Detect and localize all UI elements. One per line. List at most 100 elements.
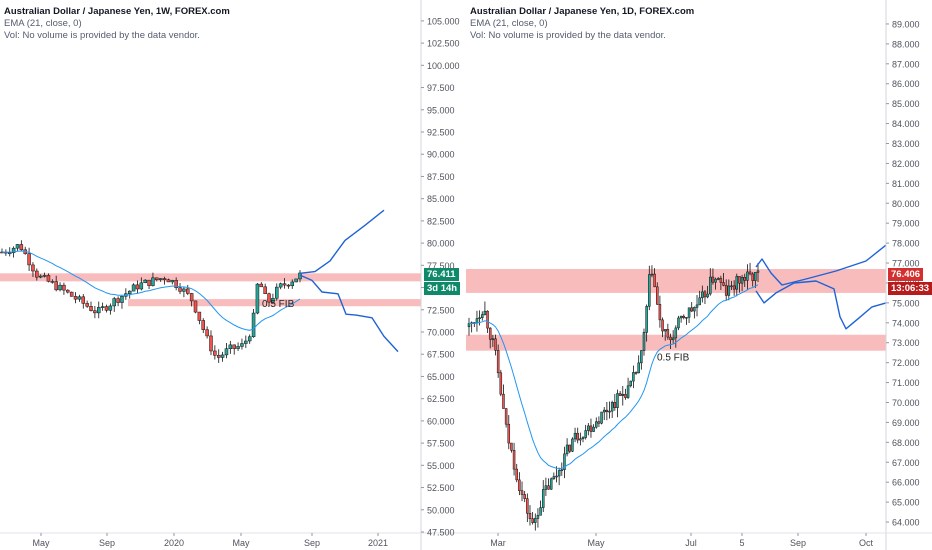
- candle-body: [748, 271, 752, 275]
- candle: [139, 277, 144, 291]
- daily-chart-panel[interactable]: 0.5 FIB 89.000 88.000 87.000 86.000 85.000 84.…: [466, 0, 932, 550]
- candle: [581, 436, 585, 443]
- candle-body: [62, 284, 66, 291]
- candle-body: [563, 453, 566, 470]
- candle-body: [589, 425, 593, 432]
- candle-body: [534, 518, 537, 523]
- candle: [120, 295, 124, 309]
- candle: [716, 277, 720, 281]
- candle: [653, 268, 656, 288]
- candle-body: [727, 285, 731, 296]
- candle-body: [11, 247, 16, 253]
- candle: [671, 330, 675, 344]
- candle: [719, 275, 723, 290]
- candle-body: [732, 285, 736, 290]
- candle: [682, 314, 686, 320]
- weekly-chart-panel[interactable]: 0.5 FIB 105.000 102.500 100.000 97.500 95.000…: [0, 0, 466, 550]
- candle: [182, 286, 186, 298]
- candle-body: [642, 332, 646, 351]
- y-tick-label: 102.500: [427, 39, 460, 49]
- candle: [571, 437, 574, 452]
- candle: [116, 296, 120, 307]
- candle: [50, 279, 55, 284]
- candle-body: [740, 277, 744, 284]
- candle: [178, 283, 182, 295]
- candle-body: [730, 285, 733, 288]
- y-tick-label: 87.000: [892, 59, 920, 69]
- y-tick-label: 80.000: [892, 199, 920, 209]
- candle: [703, 289, 707, 304]
- candle-body: [613, 402, 617, 408]
- candle-body: [706, 293, 709, 298]
- candle-body: [716, 278, 720, 280]
- candle: [661, 317, 664, 338]
- y-tick-label: 52.500: [427, 483, 455, 493]
- candle-body: [275, 286, 279, 299]
- y-tick-label: 68.000: [892, 438, 920, 448]
- candle-body: [499, 372, 503, 395]
- candle-body: [722, 282, 725, 286]
- weekly-chart-canvas[interactable]: 0.5 FIB 105.000 102.500 100.000 97.500 95.000…: [0, 0, 466, 550]
- candle: [151, 272, 155, 287]
- candle-body: [669, 336, 672, 341]
- y-tick-label: 87.500: [427, 172, 455, 182]
- candle: [587, 423, 590, 436]
- candle-body: [483, 310, 487, 315]
- volume-legend: Vol: No volume is provided by the data v…: [470, 30, 666, 41]
- candle: [499, 369, 503, 397]
- candle-body: [698, 297, 701, 306]
- candle: [267, 292, 271, 307]
- candle-body: [31, 264, 35, 272]
- y-tick-label: 81.000: [892, 179, 920, 189]
- candle-body: [555, 475, 558, 478]
- candle: [27, 247, 31, 271]
- candle-body: [143, 279, 147, 284]
- candle-body: [573, 432, 577, 440]
- candle: [147, 279, 151, 289]
- candle: [510, 442, 513, 453]
- countdown-badge: 13:06:33: [888, 281, 932, 295]
- candle-body: [494, 338, 497, 351]
- candle: [743, 273, 746, 287]
- candle-body: [709, 276, 712, 295]
- candle-body: [584, 430, 587, 438]
- candle: [658, 295, 662, 328]
- ema-line: [2, 250, 301, 331]
- candle-body: [581, 437, 585, 440]
- y-tick-label: 85.000: [427, 194, 455, 204]
- candle-body: [244, 340, 248, 344]
- candle-body: [174, 280, 178, 288]
- candle-body: [653, 273, 656, 288]
- candle: [220, 351, 225, 362]
- candle: [255, 283, 260, 315]
- y-tick-label: 97.500: [427, 83, 455, 93]
- candle: [224, 343, 229, 359]
- candle-body: [81, 296, 86, 304]
- candle-body: [116, 298, 120, 303]
- candle: [679, 315, 683, 323]
- candle-body: [579, 438, 582, 441]
- y-tick-label: 88.000: [892, 39, 920, 49]
- candle: [626, 377, 630, 399]
- candle: [602, 407, 606, 421]
- candle: [170, 279, 175, 285]
- candle: [93, 305, 97, 319]
- daily-chart-canvas[interactable]: 0.5 FIB 89.000 88.000 87.000 86.000 85.000 84.…: [466, 0, 932, 550]
- candle-body: [158, 278, 163, 280]
- candle: [560, 462, 564, 476]
- candle-body: [46, 275, 51, 282]
- candle: [166, 278, 171, 283]
- candle-body: [687, 307, 691, 318]
- candle: [143, 279, 147, 284]
- last-price-badge: 76.411: [424, 268, 459, 281]
- candle-body: [93, 310, 97, 314]
- candle: [236, 342, 240, 352]
- candle: [228, 340, 233, 354]
- candle: [666, 323, 670, 340]
- candle: [135, 280, 140, 294]
- candle: [251, 308, 256, 338]
- candle-body: [518, 479, 521, 491]
- y-tick-label: 70.000: [427, 328, 455, 338]
- candle: [650, 265, 654, 278]
- candle-body: [650, 273, 654, 276]
